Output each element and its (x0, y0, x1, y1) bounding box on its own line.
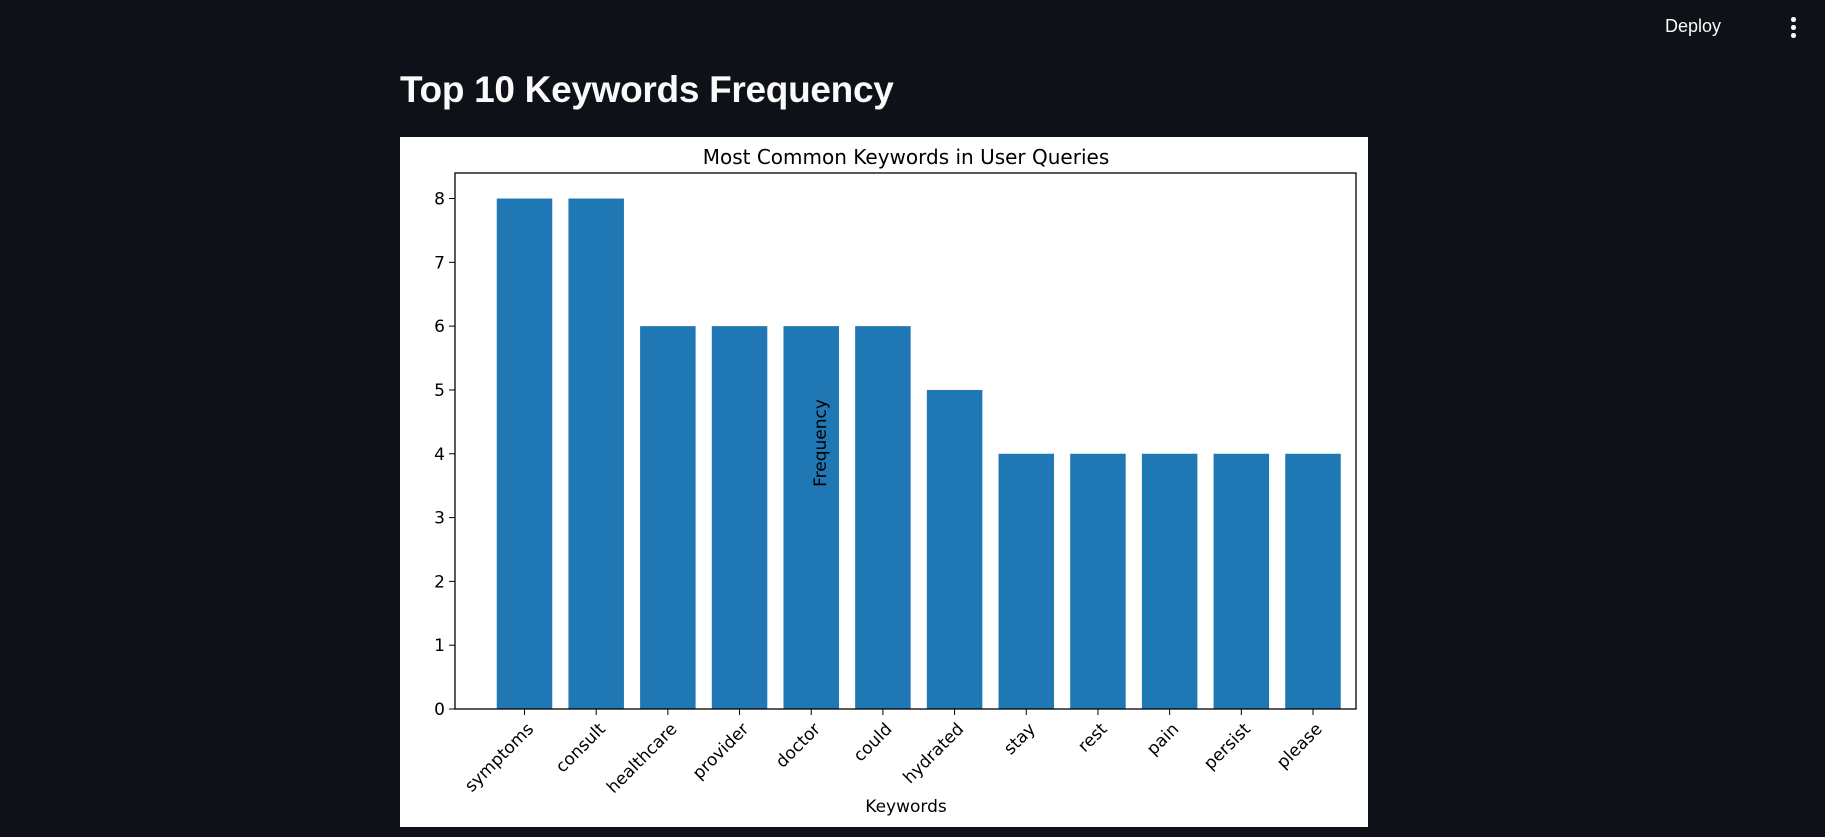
y-axis-label: Frequency (811, 399, 831, 487)
bar-symptoms (496, 198, 553, 709)
y-tick-label: 1 (434, 636, 445, 656)
y-tick-label: 7 (434, 253, 445, 273)
y-tick-label: 5 (434, 381, 445, 401)
bar-healthcare (640, 326, 696, 709)
chart-title: Most Common Keywords in User Queries (703, 145, 1110, 169)
x-tick-label: symptoms (461, 719, 538, 796)
bar-hydrated (926, 389, 983, 709)
plot-frame (454, 172, 1357, 710)
x-tick-label: healthcare (603, 719, 681, 797)
y-tick-label: 4 (434, 445, 445, 465)
x-tick-label: rest (1074, 719, 1111, 756)
chart-image: Most Common Keywords in User Queries 0 1 2… (400, 137, 1368, 827)
bar-stay (998, 453, 1055, 709)
x-tick-label: could (850, 719, 897, 766)
bar-provider (711, 326, 768, 709)
x-tick-label: stay (1000, 719, 1040, 759)
y-tick-label: 0 (434, 700, 445, 720)
page-title: Top 10 Keywords Frequency (400, 69, 894, 110)
bar-chart: Most Common Keywords in User Queries 0 1 2… (434, 145, 1357, 817)
bar-doctor (783, 326, 839, 709)
bar-could (855, 326, 911, 709)
x-tick-label: persist (1200, 719, 1255, 774)
more-vertical-icon[interactable] (1783, 14, 1803, 40)
x-tick-label: consult (552, 719, 610, 777)
y-tick-label: 2 (434, 572, 445, 592)
x-tick-label: provider (689, 719, 753, 783)
top-toolbar: Deploy (0, 0, 1825, 54)
bar-rest (1070, 453, 1126, 709)
bar-consult (568, 198, 624, 709)
x-tick-label: please (1273, 719, 1327, 773)
x-tick-label: hydrated (900, 719, 969, 788)
y-tick-label: 6 (434, 317, 445, 337)
x-axis-label: Keywords (865, 797, 947, 817)
deploy-button[interactable]: Deploy (1664, 16, 1721, 36)
x-tick-label: doctor (772, 719, 825, 772)
bar-persist (1213, 453, 1270, 709)
y-tick-label: 8 (434, 190, 445, 210)
bar-please (1285, 453, 1341, 709)
bars-group (496, 198, 1341, 709)
y-tick-label: 3 (434, 509, 445, 529)
bar-pain (1141, 453, 1198, 709)
x-tick-label: pain (1143, 719, 1183, 759)
y-axis: 0 1 2 3 4 5 6 7 8 (434, 190, 455, 720)
